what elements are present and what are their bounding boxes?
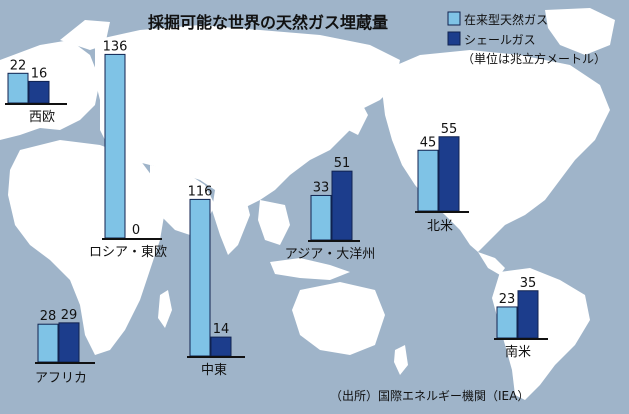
bar-conventional [417, 149, 439, 212]
region-group: 33 51 アジア・大洋州 [285, 156, 375, 262]
value-label-conventional: 28 [40, 309, 57, 324]
region-label: 北米 [427, 219, 453, 234]
bar-shale [517, 290, 539, 339]
map-europe [0, 40, 100, 140]
region-label: 西欧 [29, 110, 55, 125]
region-group: 28 29 アフリカ [35, 308, 95, 386]
bars-group: 22 16 西欧 136 0 ロシア・東欧 116 14 中東 33 51 アジア・大洋州 45 55 北米… [5, 39, 548, 386]
map-russia-asia [95, 25, 400, 210]
region-label: アフリカ [35, 371, 87, 386]
map-australia [292, 282, 385, 355]
bar-conventional [37, 323, 59, 363]
region-group: 116 14 中東 [187, 184, 245, 378]
value-label-shale: 14 [213, 322, 230, 337]
value-label-shale: 29 [61, 308, 78, 323]
bar-shale [28, 80, 50, 104]
legend-label-conventional: 在来型天然ガス [464, 12, 548, 27]
legend-swatch-conventional [447, 11, 461, 26]
bar-shale [438, 136, 460, 212]
region-group: 23 35 南米 [494, 276, 548, 360]
bar-conventional [310, 194, 332, 241]
map-madagascar [158, 290, 172, 328]
map-new-zealand [394, 345, 408, 375]
region-label: 中東 [201, 362, 227, 378]
region-label: アジア・大洋州 [285, 247, 375, 262]
value-label-shale: 55 [441, 122, 458, 137]
region-group: 22 16 西欧 [5, 58, 67, 125]
value-label-conventional: 116 [188, 184, 213, 199]
chart-title: 採掘可能な世界の天然ガス埋蔵量 [148, 13, 388, 32]
value-label-shale: 0 [132, 223, 140, 238]
unit-label: （単位は兆立方メートル） [462, 51, 606, 66]
map-south-america [492, 268, 590, 400]
region-label: ロシア・東欧 [89, 244, 167, 260]
value-label-conventional: 45 [420, 135, 437, 150]
map-japan [345, 100, 368, 135]
bar-conventional [7, 72, 29, 104]
map-indonesia [270, 258, 350, 280]
map-central-america [478, 252, 505, 275]
source-credit: （出所）国際エネルギー機関（IEA） [330, 388, 529, 403]
value-label-shale: 51 [334, 156, 351, 171]
map-africa [8, 140, 165, 355]
value-label-conventional: 22 [10, 58, 27, 73]
bar-shale [331, 170, 353, 241]
bar-conventional [189, 198, 211, 357]
value-label-conventional: 136 [103, 39, 128, 54]
value-label-conventional: 23 [499, 292, 516, 307]
region-label: 南米 [505, 344, 531, 360]
legend-label-shale: シェールガス [464, 33, 536, 47]
bar-shale [210, 336, 232, 357]
bar-conventional [496, 306, 518, 339]
region-group: 136 0 ロシア・東欧 [89, 39, 167, 260]
bar-conventional [104, 53, 126, 239]
value-label-shale: 16 [31, 66, 48, 81]
legend-swatch-shale [447, 31, 461, 46]
value-label-shale: 35 [520, 276, 537, 291]
map-southeast-asia [258, 200, 290, 245]
map-greenland [545, 8, 615, 55]
bar-shale [58, 322, 80, 363]
map-india [212, 190, 250, 255]
region-group: 45 55 北米 [415, 122, 469, 234]
value-label-conventional: 33 [313, 180, 330, 195]
